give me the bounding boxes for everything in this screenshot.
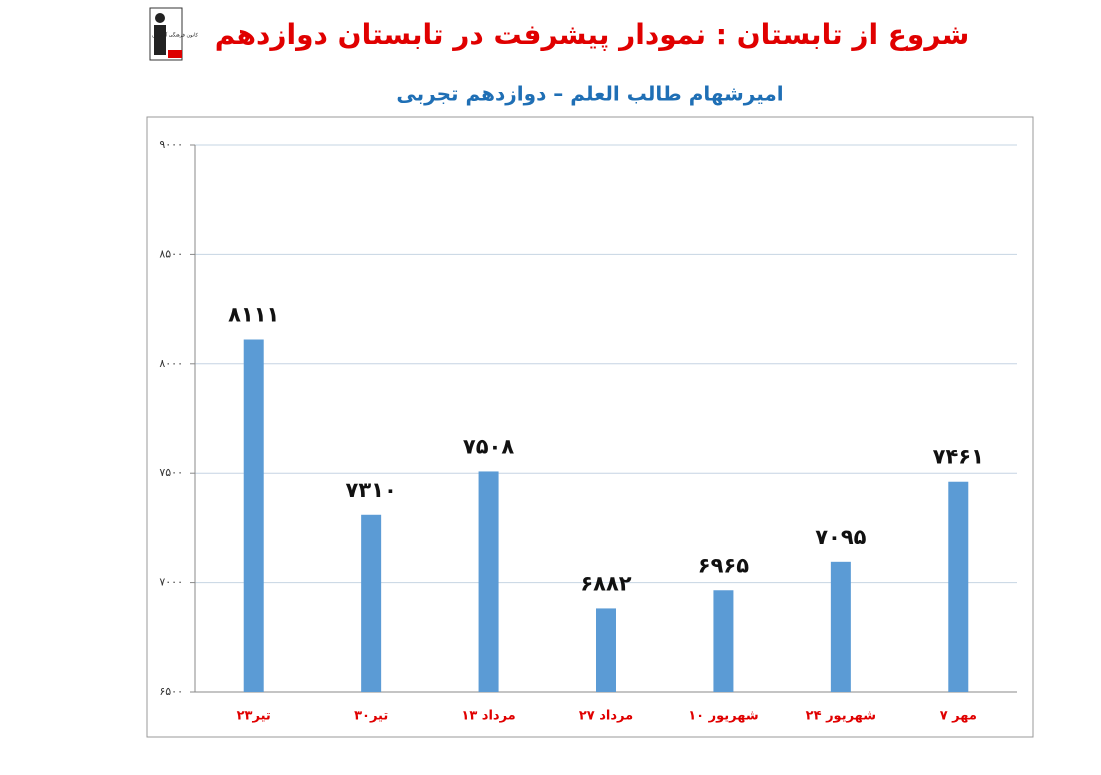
- y-tick-label: ۹۰۰۰: [159, 138, 183, 151]
- x-tick-label: ۷ مهر: [940, 709, 977, 724]
- value-label: ۶۹۶۵: [698, 553, 749, 577]
- logo-text: کانون فرهنگی آموزش: [152, 32, 199, 39]
- value-label: ۷۰۹۵: [815, 525, 866, 549]
- y-tick-label: ۷۵۰۰: [159, 466, 183, 479]
- value-label: ۸۱۱۱: [228, 303, 279, 327]
- bar: [830, 561, 851, 692]
- logo-badge: [168, 50, 182, 58]
- logo-head: [155, 13, 165, 23]
- bar: [596, 608, 616, 692]
- y-tick-label: ۷۰۰۰: [159, 576, 183, 589]
- chart-frame: [146, 116, 1034, 738]
- value-label: ۶۸۸۲: [580, 571, 631, 595]
- chart-subtitle: امیرشهام طالب العلم – دوازدهم تجربی: [396, 82, 783, 106]
- logo: کانون فرهنگی آموزش: [149, 7, 199, 61]
- bar: [478, 471, 499, 692]
- chart-title: شروع از تابستان : نمودار پیشرفت در تابست…: [215, 18, 970, 51]
- y-tick-label: ۸۰۰۰: [159, 357, 183, 370]
- y-tick-label: ۸۵۰۰: [159, 247, 183, 260]
- x-tick-label: ۲۷ مرداد: [579, 709, 633, 724]
- value-label: ۷۳۱۰: [346, 478, 397, 502]
- bar: [361, 514, 382, 692]
- value-label: ۷۴۶۱: [933, 445, 984, 469]
- x-tick-label: ۱۳ مرداد: [461, 709, 515, 724]
- x-tick-label: ۲۴ شهریور: [806, 709, 876, 724]
- bar: [948, 481, 969, 692]
- x-tick-label: ۲۳تیر: [237, 709, 271, 724]
- x-tick-label: ۱۰ شهریور: [688, 709, 758, 724]
- y-tick-label: ۶۵۰۰: [159, 685, 183, 698]
- logo-body: [154, 25, 166, 55]
- value-label: ۷۵۰۸: [463, 434, 514, 458]
- bar: [243, 339, 264, 692]
- bar: [713, 590, 734, 692]
- x-tick-label: ۳۰تیر: [354, 709, 388, 724]
